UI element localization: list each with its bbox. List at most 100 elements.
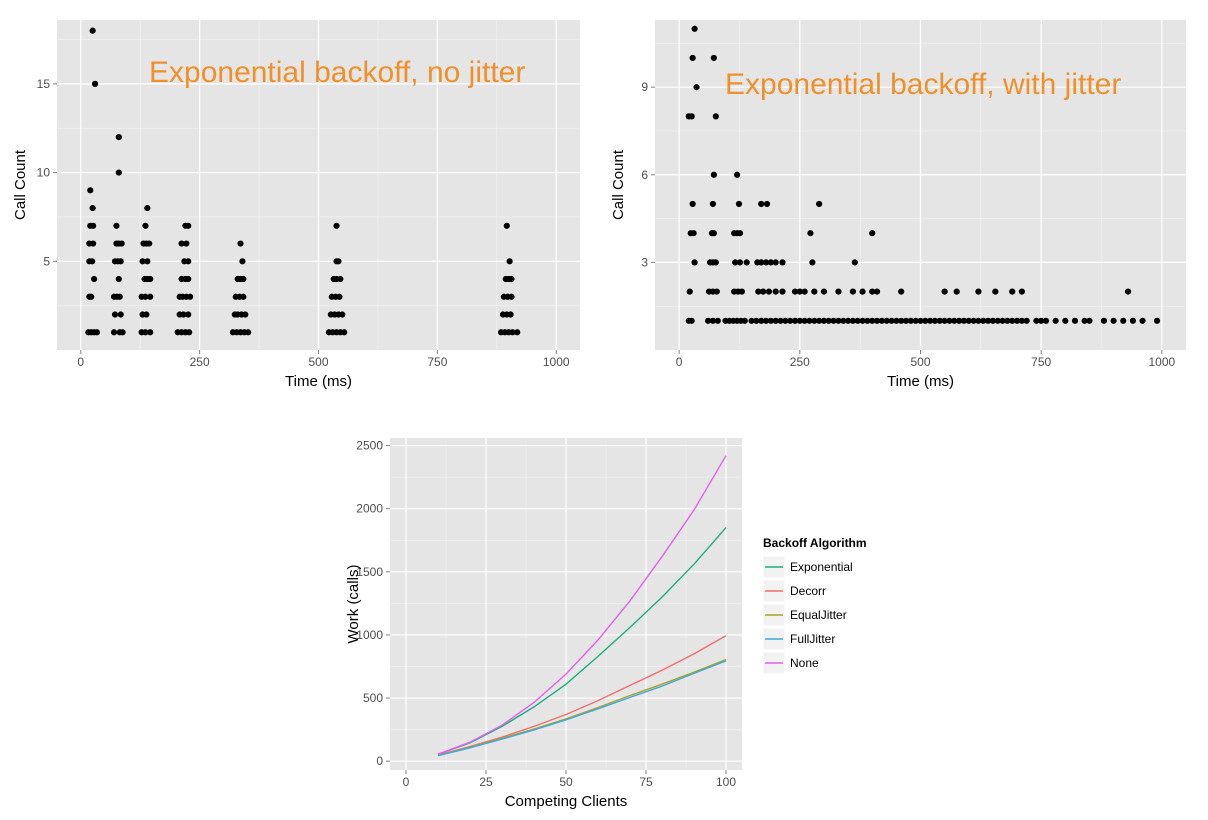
data-point <box>796 288 803 295</box>
data-point <box>869 288 876 295</box>
data-point <box>508 275 515 283</box>
y-axis-label: Work (calls) <box>345 565 362 644</box>
data-point <box>980 317 987 324</box>
series-line-exponential <box>437 527 727 755</box>
data-point <box>796 317 803 324</box>
data-point <box>735 200 743 208</box>
data-point <box>873 317 881 324</box>
data-point <box>984 317 992 324</box>
x-tick-label: 750 <box>427 355 447 369</box>
data-point <box>753 317 760 324</box>
data-point <box>811 317 818 324</box>
data-point <box>115 169 122 176</box>
x-axis-label: Time (ms) <box>285 373 352 390</box>
data-point <box>907 317 914 324</box>
x-tick-label: 250 <box>790 355 810 369</box>
data-point <box>772 317 779 324</box>
data-point <box>762 317 770 324</box>
data-point <box>782 317 789 324</box>
data-point <box>185 275 192 283</box>
data-point <box>912 317 919 324</box>
data-point <box>791 317 799 324</box>
data-point <box>989 317 997 324</box>
data-point <box>809 259 816 266</box>
data-point <box>147 293 154 300</box>
legend-label: Exponential <box>790 560 853 574</box>
data-point <box>758 259 765 266</box>
data-point <box>180 311 187 318</box>
x-axis-label: Time (ms) <box>887 373 954 390</box>
data-point <box>767 317 774 324</box>
data-point <box>772 259 779 266</box>
x-tick-label: 100 <box>716 775 736 789</box>
data-point <box>816 317 823 324</box>
data-point <box>714 317 721 324</box>
data-point <box>118 240 125 247</box>
data-point <box>709 317 717 324</box>
data-point <box>1081 317 1088 324</box>
data-point <box>1018 288 1025 295</box>
chart-2: 0 250 500 750 1000 3 6 9 Time (ms) Call Count Expo… <box>610 20 1186 390</box>
data-point <box>748 317 755 324</box>
data-point <box>142 222 149 229</box>
data-point <box>90 222 97 229</box>
y-tick-label: 2000 <box>356 502 383 516</box>
data-points <box>85 27 521 336</box>
x-tick-label: 750 <box>1031 355 1051 369</box>
data-point <box>507 311 514 318</box>
data-point <box>732 259 739 266</box>
data-point <box>110 329 118 336</box>
data-point <box>1110 317 1117 324</box>
data-point <box>119 329 126 336</box>
data-point <box>144 258 151 265</box>
data-point <box>709 200 717 208</box>
data-point <box>506 258 513 265</box>
y-tick-label: 6 <box>641 168 648 182</box>
data-point <box>333 222 340 229</box>
data-point <box>765 288 773 295</box>
y-tick-label: 1000 <box>356 628 383 642</box>
data-point <box>736 230 744 237</box>
data-point <box>712 259 719 266</box>
legend-label: None <box>790 656 819 670</box>
data-point <box>689 200 696 208</box>
chart-1: 0 250 500 750 1000 5 10 15 Time (ms) Call Count Ex… <box>12 20 580 390</box>
data-point <box>902 317 910 324</box>
data-point <box>953 288 960 295</box>
data-point <box>710 171 717 178</box>
y-tick-label: 3 <box>641 255 648 269</box>
data-point <box>758 317 765 324</box>
data-point <box>147 275 154 283</box>
data-point <box>927 317 934 324</box>
data-point <box>762 259 770 266</box>
x-tick-label: 1000 <box>543 355 570 369</box>
data-point <box>763 200 771 208</box>
data-point <box>341 329 348 336</box>
data-point <box>816 200 823 208</box>
data-point <box>339 311 346 318</box>
data-point <box>941 288 948 295</box>
data-point <box>779 288 786 295</box>
data-point <box>994 317 1001 324</box>
series-line-decorr <box>437 634 727 756</box>
data-point <box>712 113 719 120</box>
data-point <box>688 113 695 120</box>
data-point <box>960 317 968 324</box>
data-point <box>139 258 146 265</box>
data-point <box>849 288 857 295</box>
data-point <box>1071 317 1079 324</box>
data-point <box>869 317 876 324</box>
data-point <box>1124 288 1132 295</box>
data-point <box>992 288 999 295</box>
x-tick-label: 0 <box>676 355 683 369</box>
data-point <box>859 317 866 324</box>
legend: Backoff Algorithm Exponential Decorr EqualJ… <box>762 536 867 675</box>
data-point <box>93 329 101 336</box>
y-tick-label: 9 <box>641 80 648 94</box>
series-line-none <box>437 455 727 755</box>
data-point <box>767 259 774 266</box>
data-point <box>509 329 516 336</box>
data-point <box>1013 317 1021 324</box>
data-point <box>142 329 149 336</box>
